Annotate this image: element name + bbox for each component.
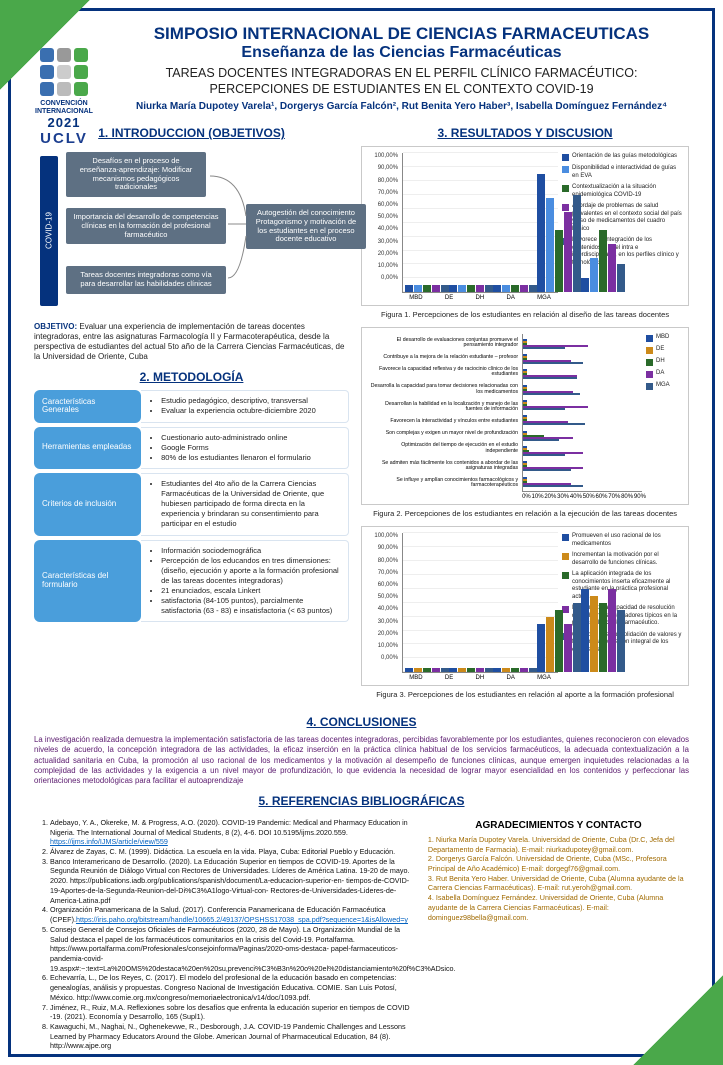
conclusions-body: La investigación realizada demuestra la … <box>34 735 689 786</box>
metodo-row: Criterios de inclusiónEstudiantes del 4t… <box>34 473 349 536</box>
study-title-line2: PERCEPCIONES DE ESTUDIANTES EN EL CONTEX… <box>114 82 689 98</box>
reference-item: Jiménez, R., Ruiz, M.A. Reflexiones sobr… <box>50 1003 414 1022</box>
reference-item: Banco Interamericano de Desarrollo. (202… <box>50 857 414 906</box>
section-referencias: 5. REFERENCIAS BIBLIOGRÁFICAS <box>34 794 689 808</box>
sub-title: Enseñanza de las Ciencias Farmacéuticas <box>114 44 689 62</box>
figure-1: 100,00%90,00%80,00%70,00%60,00%50,00%40,… <box>361 146 689 306</box>
metodo-label: Características Generales <box>34 390 141 422</box>
intro-box-1: Desafíos en el proceso de enseñanza-apre… <box>66 152 206 197</box>
logo-caption: CONVENCIÓN INTERNACIONAL <box>26 100 102 115</box>
objetivo: OBJETIVO: Evaluar una experiencia de imp… <box>34 322 349 362</box>
figure1-caption: Figura 1. Percepciones de los estudiante… <box>361 310 689 319</box>
ack-item: 3. Rut Benita Yero Haber. Universidad de… <box>428 874 689 893</box>
reference-item: Adebayo, Y. A., Okereke, M. & Progress, … <box>50 818 414 847</box>
intro-spine: COVID-19 <box>40 156 58 306</box>
study-title-line1: TAREAS DOCENTES INTEGRADORAS EN EL PERFI… <box>114 66 689 82</box>
reference-item: Álvarez de Zayas, C. M. (1999). Didáctic… <box>50 847 414 857</box>
metodo-row: Herramientas empleadasCuestionario auto-… <box>34 427 349 469</box>
logo-uclv: UCLV <box>26 130 102 147</box>
metodo-row: Características del formularioInformació… <box>34 540 349 623</box>
figure-3: 100,00%90,00%80,00%70,00%60,00%50,00%40,… <box>361 526 689 686</box>
ack-item: 1. Niurka María Dupotey Varela. Universi… <box>428 835 689 854</box>
metodo-label: Criterios de inclusión <box>34 473 141 536</box>
intro-box-4: Autogestión del conocimiento Protagonism… <box>246 204 366 249</box>
references: Adebayo, Y. A., Okereke, M. & Progress, … <box>34 818 414 1051</box>
objetivo-body: Evaluar una experiencia de implementació… <box>34 322 344 361</box>
intro-diagram: COVID-19 Desafíos en el proceso de enseñ… <box>34 146 349 316</box>
acknowledgements: AGRADECIMIENTOS Y CONTACTO 1. Niurka Mar… <box>428 820 689 922</box>
title-block: SIMPOSIO INTERNACIONAL DE CIENCIAS FARMA… <box>114 24 689 112</box>
figure-2: El desarrollo de evaluaciones conjuntas … <box>361 327 689 505</box>
ack-item: 4. Isabella Domínguez Fernández. Univers… <box>428 893 689 922</box>
logo-year: 2021 <box>26 115 102 130</box>
figure3-caption: Figura 3. Percepciones de los estudiante… <box>361 690 689 699</box>
section-conclusiones: 4. CONCLUSIONES <box>34 715 689 729</box>
section-metodologia: 2. METODOLOGÍA <box>34 370 349 384</box>
metodo-body: Estudio pedagógico, descriptivo, transve… <box>141 390 349 422</box>
authors: Niurka María Dupotey Varela¹, Dorgerys G… <box>114 101 689 112</box>
ack-item: 2. Dorgerys García Falcón. Universidad d… <box>428 854 689 873</box>
section-resultados: 3. RESULTADOS Y DISCUSION <box>361 126 689 140</box>
reference-item: Consejo General de Consejos Oficiales de… <box>50 925 414 974</box>
metodo-row: Características GeneralesEstudio pedagóg… <box>34 390 349 422</box>
intro-box-3: Tareas docentes integradoras como vía pa… <box>66 266 226 293</box>
metodo-label: Herramientas empleadas <box>34 427 141 469</box>
reference-item: Organización Panamericana de la Salud. (… <box>50 905 414 924</box>
convention-logo: CONVENCIÓN INTERNACIONAL 2021 UCLV <box>26 48 102 147</box>
intro-box-2: Importancia del desarrollo de competenci… <box>66 208 226 244</box>
metodologia-table: Características GeneralesEstudio pedagóg… <box>34 390 349 622</box>
reference-item: Echevarría, L., De los Reyes, C. (2017).… <box>50 973 414 1002</box>
metodo-body: Estudiantes del 4to año de la Carrera Ci… <box>141 473 349 536</box>
metodo-body: Cuestionario auto-administrado onlineGoo… <box>141 427 349 469</box>
metodo-body: Información sociodemográficaPercepción d… <box>141 540 349 623</box>
figure2-caption: Figura 2. Percepciones de los estudiante… <box>361 509 689 518</box>
objetivo-label: OBJETIVO: <box>34 322 77 331</box>
main-title: SIMPOSIO INTERNACIONAL DE CIENCIAS FARMA… <box>114 24 689 44</box>
ack-title: AGRADECIMIENTOS Y CONTACTO <box>428 820 689 831</box>
metodo-label: Características del formulario <box>34 540 141 623</box>
reference-item: Kawaguchi, M., Naghai, N., Oghenekevwe, … <box>50 1022 414 1051</box>
